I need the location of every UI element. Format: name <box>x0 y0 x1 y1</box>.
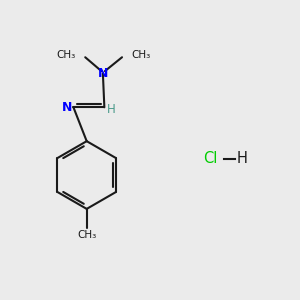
Text: N: N <box>98 67 108 80</box>
Text: H: H <box>106 103 115 116</box>
Text: H: H <box>237 151 248 166</box>
Text: CH₃: CH₃ <box>57 50 76 60</box>
Text: CH₃: CH₃ <box>131 50 150 60</box>
Text: Cl: Cl <box>203 151 218 166</box>
Text: N: N <box>62 101 72 114</box>
Text: CH₃: CH₃ <box>77 230 96 240</box>
